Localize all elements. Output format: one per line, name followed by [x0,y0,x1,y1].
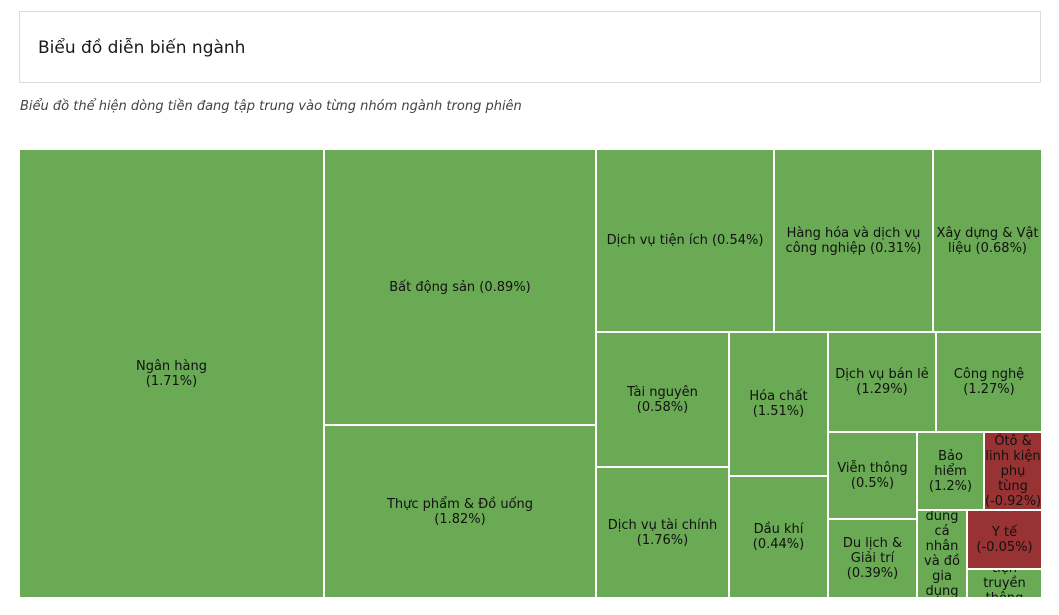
treemap-cell[interactable]: Tài nguyên (0.58%) [596,332,729,467]
treemap-cell[interactable]: Dầu khí (0.44%) [729,476,828,598]
treemap-cell-label: Thực phẩm & Đồ uống (1.82%) [386,496,534,527]
treemap-cell-label: Bất động sản (0.89%) [389,279,531,295]
treemap-cell-label: Xây dựng & Vật liệu (0.68%) [936,225,1039,256]
treemap-cell-label: tiện truyền thông [983,570,1026,597]
treemap-cell-label: Du lịch & Giải trí (0.39%) [842,536,903,581]
treemap-cell[interactable]: Xây dựng & Vật liệu (0.68%) [933,149,1042,332]
treemap-cell[interactable]: tiện truyền thông [967,569,1042,598]
treemap-cell[interactable]: Du lịch & Giải trí (0.39%) [828,519,917,598]
treemap-cell-label: Ngân hàng (1.71%) [135,358,207,389]
treemap-cell-label: Ôtô & linh kiện phụ tùng (-0.92%) [985,433,1042,509]
treemap-cell[interactable]: Dịch vụ tiện ích (0.54%) [596,149,774,332]
treemap-cell[interactable]: Bảo hiểm (1.2%) [917,432,984,510]
treemap-cell-label: Dịch vụ tài chính (1.76%) [607,517,718,548]
sector-treemap: Ngân hàng (1.71%) Bất động sản (0.89%) Thự… [19,149,1042,598]
treemap-cell[interactable]: Đồ dùng cá nhân và đồ gia dụng (0.2%) [917,510,967,598]
treemap-cell-label: Công nghệ (1.27%) [953,367,1025,397]
treemap-cell-label: Bảo hiểm (1.2%) [928,448,973,494]
chart-subtitle: Biểu đồ thể hiện dòng tiền đang tập trun… [20,99,522,114]
treemap-cell-label: Tài nguyên (0.58%) [627,384,698,415]
treemap-cell-label: Y tế (-0.05%) [976,524,1033,555]
treemap-cell[interactable]: Hàng hóa và dịch vụ công nghiệp (0.31%) [774,149,933,332]
treemap-cell[interactable]: Dịch vụ tài chính (1.76%) [596,467,729,598]
chart-title: Biểu đồ diễn biến ngành [38,38,246,58]
treemap-cell-label: Dịch vụ tiện ích (0.54%) [606,233,764,248]
treemap-cell-label: Dầu khí (0.44%) [752,522,805,552]
treemap-cell[interactable]: Ngân hàng (1.71%) [19,149,324,598]
treemap-cell[interactable]: Thực phẩm & Đồ uống (1.82%) [324,425,596,598]
treemap-cell[interactable]: Y tế (-0.05%) [967,510,1042,569]
treemap-cell-label: Viễn thông (0.5%) [837,460,908,491]
treemap-cell[interactable]: Viễn thông (0.5%) [828,432,917,519]
treemap-cell[interactable]: Bất động sản (0.89%) [324,149,596,425]
treemap-cell-label: Hàng hóa và dịch vụ công nghiệp (0.31%) [785,225,922,256]
treemap-cell[interactable]: Hóa chất (1.51%) [729,332,828,476]
treemap-cell-label: Đồ dùng cá nhân và đồ gia dụng (0.2%) [924,510,960,598]
treemap-cell-label: Dịch vụ bán lẻ (1.29%) [835,367,929,397]
treemap-cell[interactable]: Ôtô & linh kiện phụ tùng (-0.92%) [984,432,1042,510]
chart-header-panel: Biểu đồ diễn biến ngành [19,11,1041,83]
treemap-cell[interactable]: Dịch vụ bán lẻ (1.29%) [828,332,936,432]
treemap-cell[interactable]: Công nghệ (1.27%) [936,332,1042,432]
treemap-cell-label: Hóa chất (1.51%) [749,389,808,419]
